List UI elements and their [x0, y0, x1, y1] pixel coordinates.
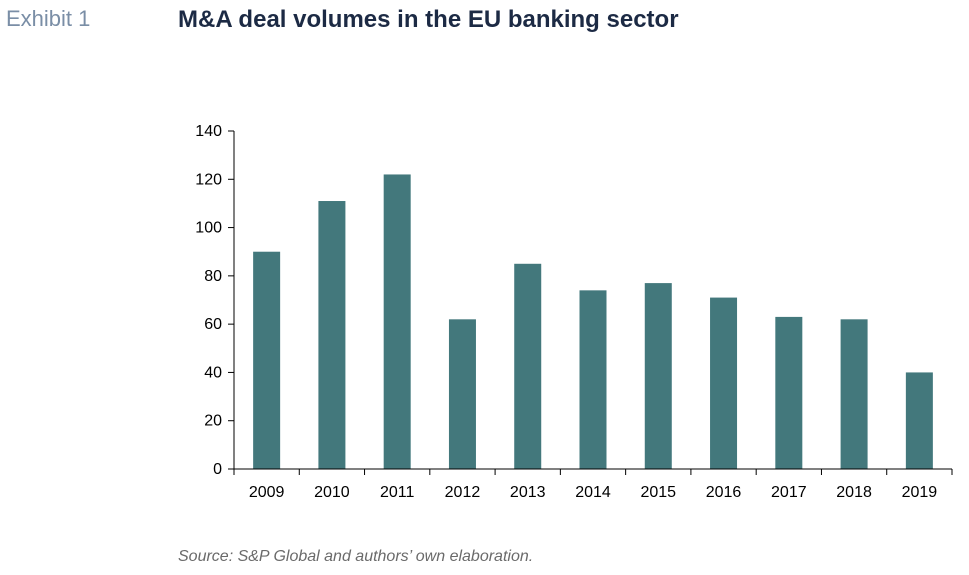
x-tick-label: 2016 — [706, 484, 742, 501]
bar-2013 — [514, 263, 542, 469]
y-tick-label: 80 — [204, 268, 222, 285]
x-tick-label: 2009 — [249, 484, 285, 501]
y-tick-label: 40 — [204, 364, 222, 381]
exhibit-label: Exhibit 1 — [6, 6, 91, 31]
source-note: Source: S&P Global and authors’ own elab… — [178, 548, 534, 565]
x-tick-label: 2013 — [510, 484, 546, 501]
y-tick-label: 0 — [213, 461, 222, 478]
x-tick-label: 2017 — [771, 484, 807, 501]
x-tick-label: 2011 — [380, 484, 415, 501]
x-tick-label: 2019 — [902, 484, 938, 501]
bar-2017 — [775, 316, 803, 469]
bar-2012 — [448, 319, 476, 469]
y-axis: 0 20 40 60 80 100 120 140 — [195, 123, 235, 478]
bars — [253, 174, 933, 469]
bar-2009 — [253, 251, 281, 469]
x-tick-label: 2012 — [445, 484, 481, 501]
bar-2015 — [644, 283, 672, 469]
x-tick-label: 2015 — [640, 484, 676, 501]
bar-2011 — [383, 174, 411, 469]
bar-2019 — [905, 372, 933, 469]
bar-2018 — [840, 319, 868, 469]
y-tick-label: 120 — [195, 171, 222, 188]
y-tick-label: 140 — [195, 123, 222, 140]
y-tick-label: 60 — [204, 316, 222, 333]
x-axis: 2009 2010 2011 2012 2013 2014 2015 2016 2017 2018… — [233, 468, 953, 501]
bar-2016 — [710, 297, 738, 469]
chart-title: M&A deal volumes in the EU banking secto… — [178, 6, 679, 33]
x-tick-label: 2014 — [575, 484, 611, 501]
bar-2014 — [579, 290, 607, 469]
y-tick-label: 20 — [204, 413, 222, 430]
x-tick-label: 2010 — [314, 484, 350, 501]
x-tick-label: 2018 — [836, 484, 872, 501]
bar-2010 — [318, 201, 346, 469]
y-tick-label: 100 — [195, 220, 222, 237]
